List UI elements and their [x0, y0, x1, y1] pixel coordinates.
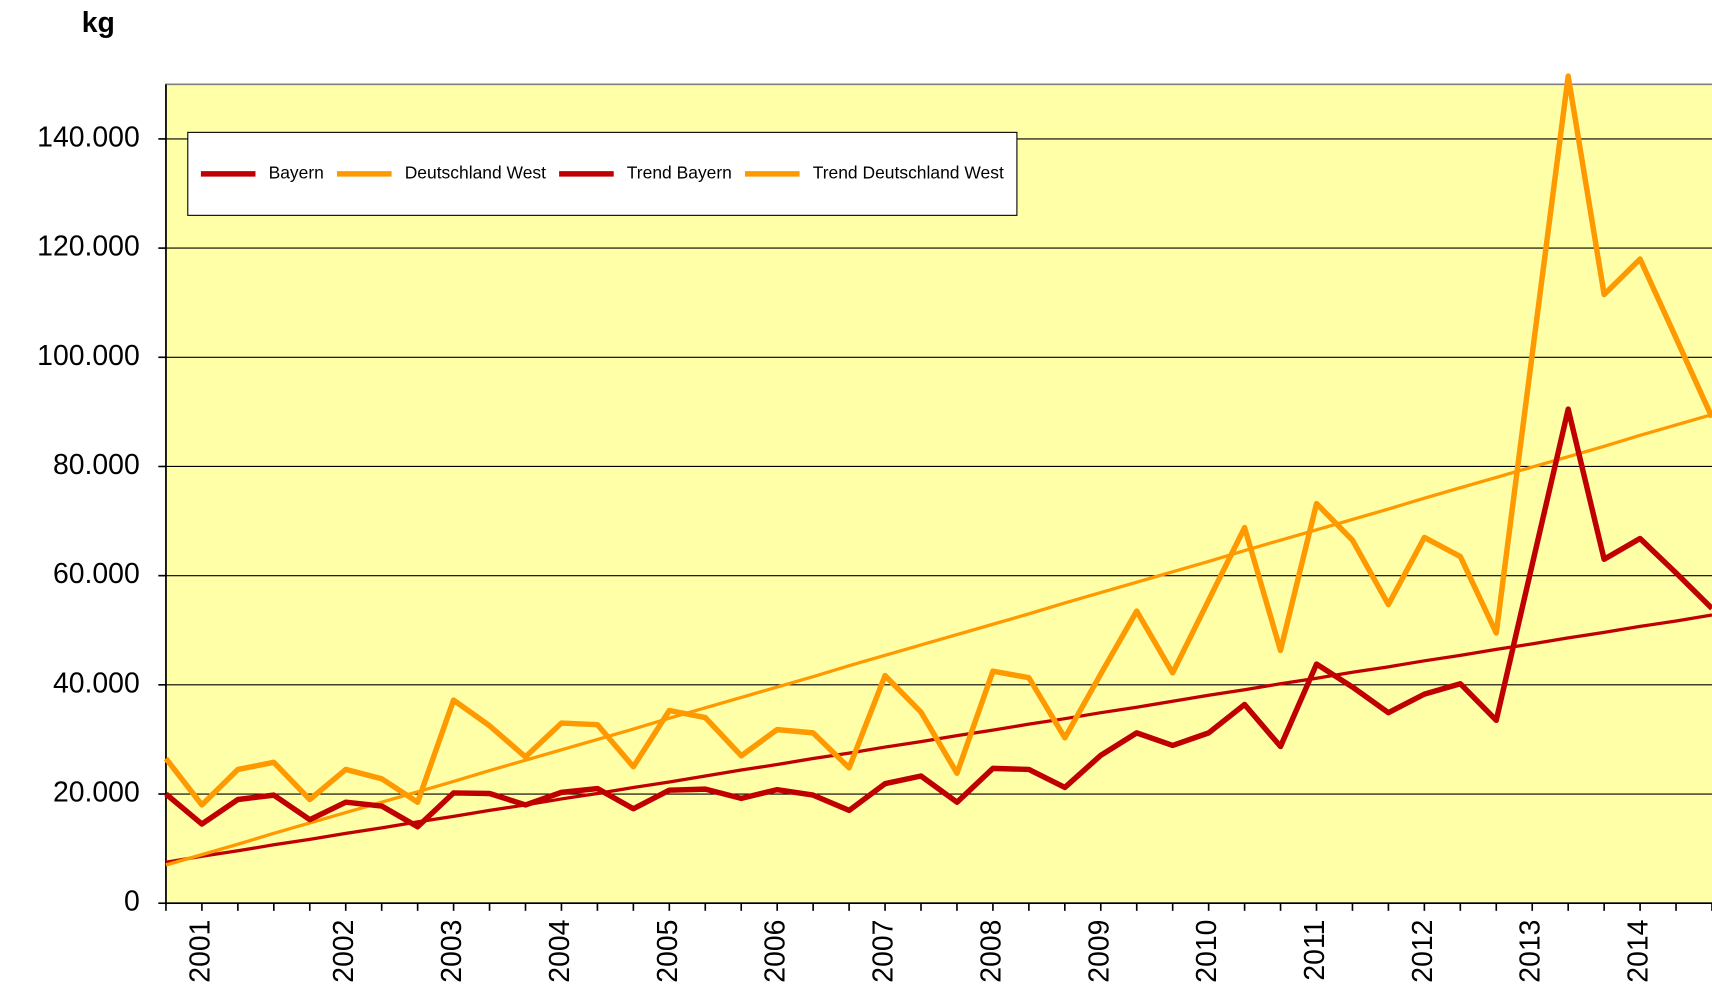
- y-tick-label: 120.000: [37, 231, 140, 263]
- x-tick-label: 2005: [652, 920, 684, 983]
- y-tick-label: 100.000: [37, 340, 140, 372]
- x-tick-label: 2014: [1623, 920, 1655, 983]
- x-tick-label: 2007: [868, 920, 900, 983]
- x-tick-label: 2006: [760, 920, 792, 983]
- x-tick-label: 2009: [1083, 920, 1115, 983]
- x-tick-label: 2008: [975, 920, 1007, 983]
- x-tick-label: 2004: [544, 920, 576, 983]
- y-tick-label: 140.000: [37, 121, 140, 153]
- x-tick-label: 2010: [1191, 920, 1223, 983]
- x-tick-label: 2002: [328, 920, 360, 983]
- x-tick-label: 2001: [184, 920, 216, 983]
- y-tick-label: 20.000: [53, 777, 140, 809]
- y-axis-label: kg: [82, 7, 115, 39]
- plot-area: [165, 83, 1712, 905]
- y-tick-label: 80.000: [53, 449, 140, 481]
- x-tick-label: 2013: [1515, 920, 1547, 983]
- legend-label: Trend Deutschland West: [813, 162, 1004, 182]
- y-tick-label: 60.000: [53, 558, 140, 590]
- x-tick-label: 2011: [1299, 920, 1331, 981]
- legend: Bayern Deutschland West Trend Bayern Trend …: [187, 131, 1018, 216]
- y-tick-label: 0: [124, 886, 140, 918]
- series-line: [163, 73, 1712, 808]
- x-tick-label: 2003: [436, 920, 468, 983]
- legend-label: Bayern: [269, 162, 324, 182]
- x-tick-label: 2012: [1407, 920, 1439, 983]
- series-line: [164, 406, 1712, 830]
- y-tick-label: 40.000: [53, 667, 140, 699]
- legend-label: Trend Bayern: [627, 162, 732, 182]
- legend-label: Deutschland West: [405, 162, 546, 182]
